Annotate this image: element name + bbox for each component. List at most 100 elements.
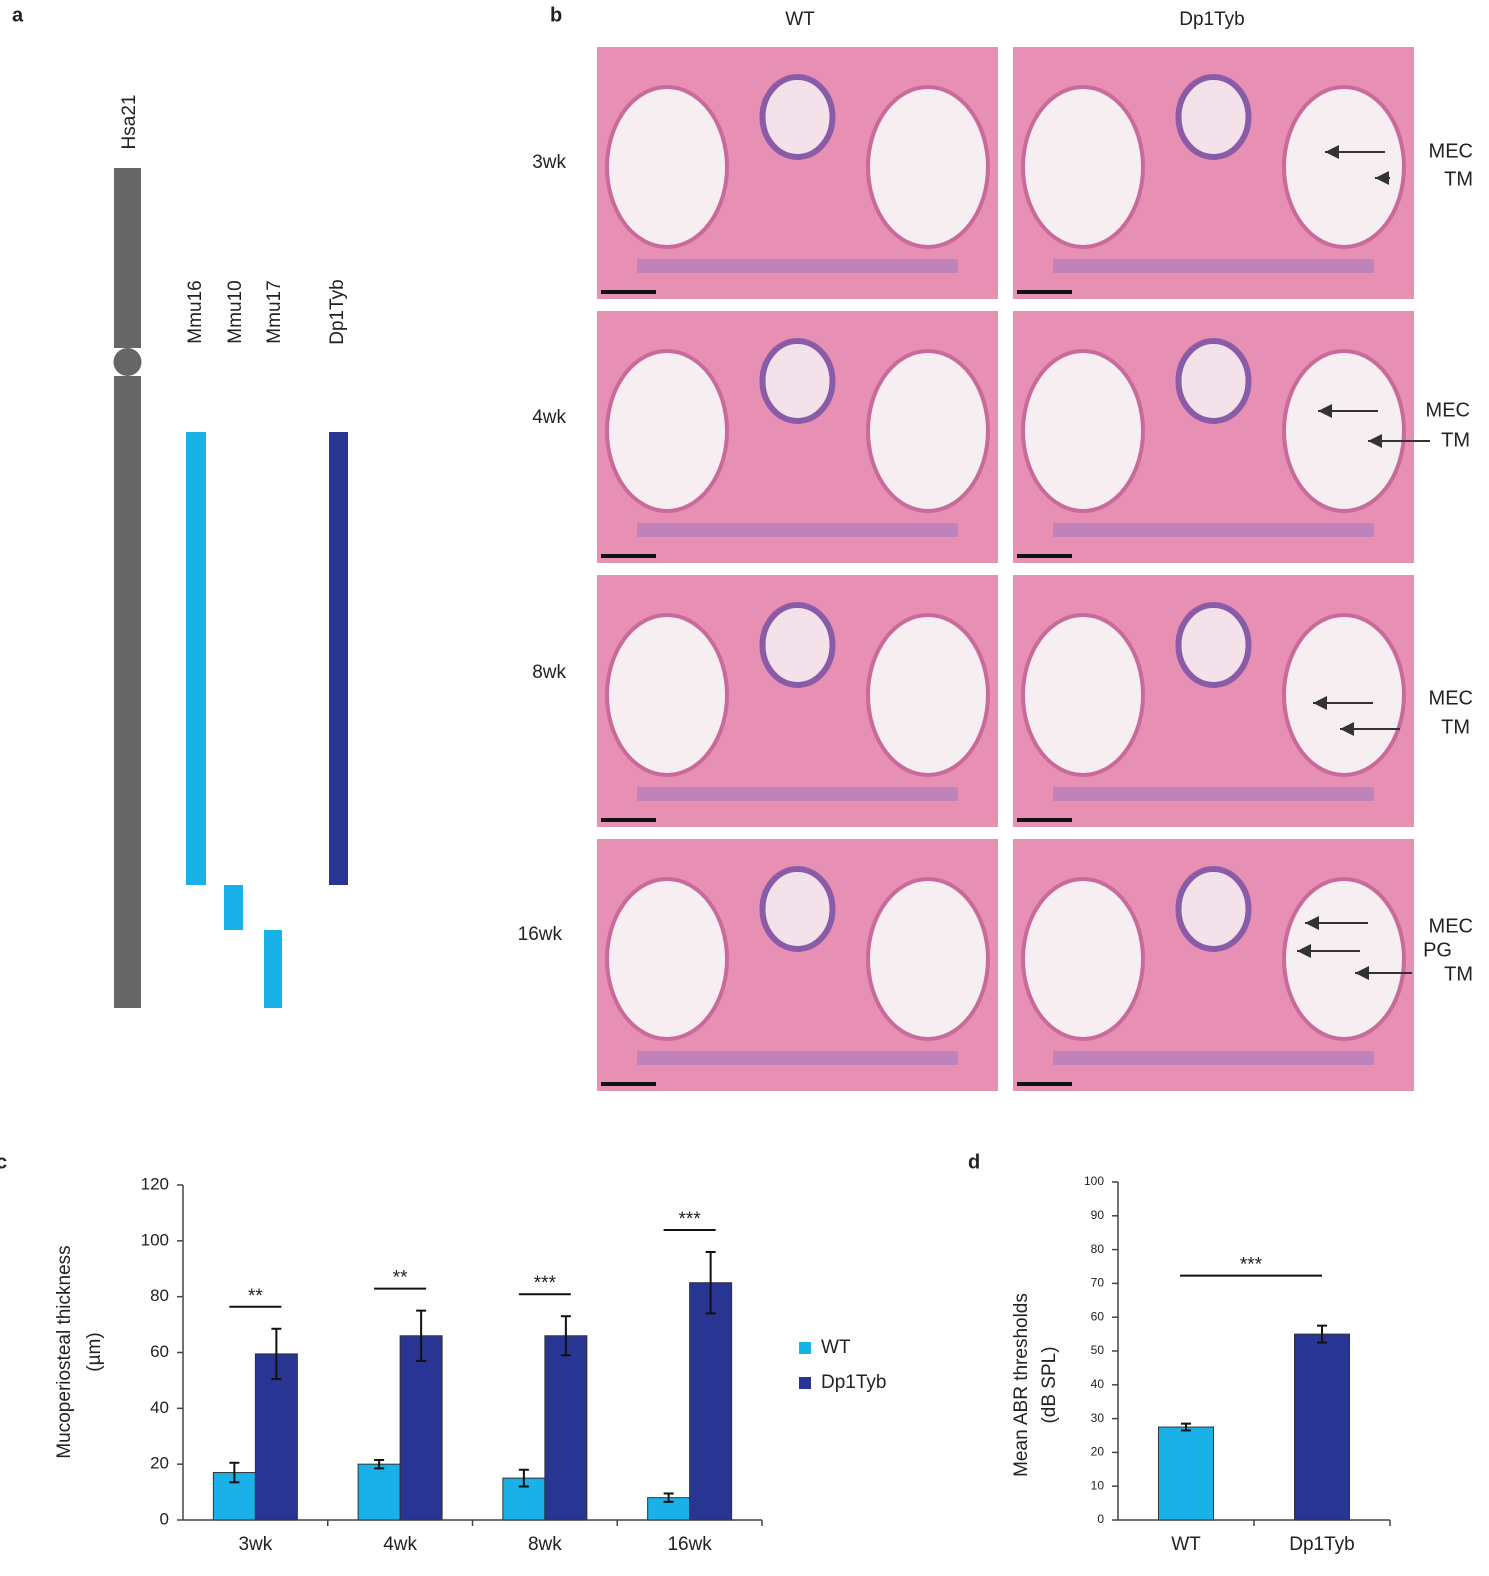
tissue-band <box>1053 787 1374 801</box>
column-label: Dp1Tyb <box>1179 9 1244 30</box>
tissue-space <box>1021 877 1145 1041</box>
x-tick-label: Dp1Tyb <box>1289 1534 1354 1555</box>
arrow-head <box>1313 696 1327 710</box>
tissue-space <box>605 349 729 513</box>
tissue-core <box>759 338 836 424</box>
track-label: Dp1Tyb <box>327 279 348 344</box>
annotation: MEC <box>1429 687 1473 709</box>
tissue-space <box>1021 85 1145 249</box>
chromosome <box>114 168 141 348</box>
column-label: WT <box>785 9 815 30</box>
y-tick-label: 60 <box>1091 1309 1105 1323</box>
error-bar <box>416 1309 427 1362</box>
track-label: Mmu17 <box>264 280 285 343</box>
scale-bar <box>601 818 656 822</box>
legend-label: WT <box>821 1337 851 1358</box>
tissue-band <box>637 259 958 273</box>
panel-label: a <box>12 4 24 26</box>
scale-bar <box>1017 818 1072 822</box>
y-tick-label: 100 <box>1084 1174 1104 1188</box>
tissue-core <box>759 602 836 688</box>
x-tick-label: 3wk <box>238 1534 272 1555</box>
tissue-space <box>1282 877 1406 1041</box>
arrow-head <box>1368 434 1382 448</box>
tissue-space <box>866 85 990 249</box>
arrow-head <box>1318 404 1332 418</box>
significance-label: *** <box>679 1209 702 1230</box>
tissue-space <box>605 85 729 249</box>
tissue-space <box>866 349 990 513</box>
tissue-band <box>637 787 958 801</box>
annotation: MEC <box>1429 140 1473 162</box>
y-axis-label: Mucoperiosteal thickness <box>54 1245 75 1458</box>
bar <box>1158 1426 1214 1521</box>
tissue-core <box>1175 866 1252 952</box>
tissue-band <box>1053 523 1374 537</box>
scale-bar <box>1017 1082 1072 1086</box>
annotation: MEC <box>1429 915 1473 937</box>
legend-label: Dp1Tyb <box>821 1372 886 1393</box>
tissue-space <box>1282 85 1406 249</box>
segment <box>264 930 282 1008</box>
significance-label: *** <box>1240 1255 1263 1276</box>
tissue-space <box>1021 349 1145 513</box>
y-tick-label: 10 <box>1091 1478 1105 1492</box>
scale-bar <box>1017 290 1072 294</box>
error-bar <box>1181 1422 1191 1432</box>
arrows <box>1297 145 1430 980</box>
y-tick-label: 50 <box>1091 1343 1105 1357</box>
tissue-space <box>605 613 729 777</box>
annotation: TM <box>1441 429 1470 451</box>
arrow-head <box>1340 722 1354 736</box>
bar <box>1294 1333 1350 1521</box>
x-tick-label: WT <box>1171 1534 1201 1555</box>
tissue-core <box>759 74 836 160</box>
legend-swatch <box>799 1342 811 1354</box>
arrow-head <box>1355 966 1369 980</box>
y-tick-label: 0 <box>160 1509 169 1528</box>
tissue-core <box>1175 338 1252 424</box>
bar <box>399 1335 443 1521</box>
y-tick-label: 80 <box>150 1286 169 1305</box>
panel-label: c <box>0 1151 7 1173</box>
y-axis-label: (µm) <box>84 1332 105 1371</box>
scale-bar <box>601 554 656 558</box>
tissue-space <box>866 877 990 1041</box>
y-tick-label: 40 <box>1091 1377 1105 1391</box>
annotation: PG <box>1423 939 1452 961</box>
tissue-space <box>866 613 990 777</box>
error-bar <box>663 1492 674 1503</box>
bar <box>689 1282 733 1521</box>
y-tick-label: 40 <box>150 1398 169 1417</box>
centromere <box>113 348 142 376</box>
tissue-core <box>1175 74 1252 160</box>
y-tick-label: 80 <box>1091 1242 1105 1256</box>
segment <box>329 432 348 885</box>
tissue-core <box>1175 602 1252 688</box>
tissue-band <box>637 1051 958 1065</box>
arrow-head <box>1375 171 1389 185</box>
y-axis-label: Mean ABR thresholds <box>1011 1293 1032 1477</box>
error-bar <box>705 1251 716 1315</box>
annotation: TM <box>1444 963 1473 985</box>
segment <box>224 885 243 930</box>
y-tick-label: 0 <box>1097 1512 1104 1526</box>
panel-label: d <box>968 1151 980 1173</box>
tissue-space <box>605 877 729 1041</box>
y-axis-label: (dB SPL) <box>1039 1346 1060 1423</box>
scale-bar <box>601 290 656 294</box>
y-tick-label: 100 <box>141 1230 169 1249</box>
tissue-space <box>1282 349 1406 513</box>
arrow-head <box>1305 916 1319 930</box>
y-tick-label: 60 <box>150 1342 169 1361</box>
annotation: MEC <box>1426 399 1470 421</box>
track-label: Mmu10 <box>225 280 246 343</box>
x-tick-label: 8wk <box>528 1534 562 1555</box>
legend-swatch <box>799 1377 811 1389</box>
error-bar <box>518 1468 529 1488</box>
annotation: TM <box>1444 168 1473 190</box>
error-bar <box>560 1315 571 1357</box>
error-bar <box>374 1458 385 1470</box>
y-tick-label: 70 <box>1091 1276 1105 1290</box>
